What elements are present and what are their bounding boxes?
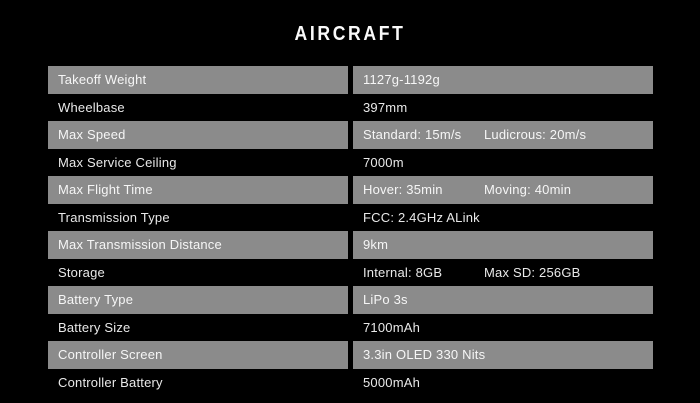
- spec-value-item: 397mm: [363, 99, 408, 115]
- spec-value-item: Internal: 8GB: [363, 264, 443, 280]
- spec-value: Hover: 35min Moving: 40min: [353, 176, 653, 204]
- spec-value: 5000mAh: [353, 369, 653, 397]
- table-row: Transmission Type FCC: 2.4GHz ALink: [48, 204, 653, 232]
- table-row: Max Speed Standard: 15m/s Ludicrous: 20m/s: [48, 121, 653, 149]
- spec-value-item: 7000m: [363, 154, 404, 170]
- table-row: Controller Screen 3.3in OLED 330 Nits: [48, 341, 653, 369]
- spec-label: Storage: [58, 264, 105, 280]
- spec-value: 9km: [353, 231, 653, 259]
- spec-value-item: 1127g-1192g: [363, 72, 440, 88]
- table-row: Max Service Ceiling 7000m: [48, 149, 653, 177]
- spec-label: Wheelbase: [58, 99, 125, 115]
- spec-value: 7100mAh: [353, 314, 653, 342]
- spec-value: 397mm: [353, 94, 653, 122]
- spec-value-item: 9km: [363, 237, 389, 253]
- spec-label: Controller Battery: [58, 374, 163, 390]
- spec-value-item: Standard: 15m/s: [363, 127, 462, 143]
- spec-value-item: LiPo 3s: [363, 292, 408, 308]
- spec-value-item: 5000mAh: [363, 374, 421, 390]
- table-row: Controller Battery 5000mAh: [48, 369, 653, 397]
- spec-value-item: Ludicrous: 20m/s: [484, 127, 587, 143]
- spec-label: Battery Size: [58, 319, 131, 335]
- spec-value: FCC: 2.4GHz ALink: [353, 204, 653, 232]
- spec-label: Transmission Type: [58, 209, 170, 225]
- spec-label: Max Speed: [48, 121, 348, 149]
- table-row: Max Transmission Distance 9km: [48, 231, 653, 259]
- table-row: Storage Internal: 8GB Max SD: 256GB: [48, 259, 653, 287]
- table-row: Wheelbase 397mm: [48, 94, 653, 122]
- spec-value-item: 3.3in OLED 330 Nits: [363, 347, 486, 363]
- table-row: Battery Size 7100mAh: [48, 314, 653, 342]
- spec-value: 3.3in OLED 330 Nits: [353, 341, 653, 369]
- spec-value-item: Moving: 40min: [484, 182, 572, 198]
- spec-label: Max Flight Time: [48, 176, 348, 204]
- table-row: Battery Type LiPo 3s: [48, 286, 653, 314]
- spec-label: Battery Type: [48, 286, 348, 314]
- spec-value: 7000m: [353, 149, 653, 177]
- spec-label: Max Transmission Distance: [48, 231, 348, 259]
- spec-value-item: Max SD: 256GB: [484, 264, 581, 280]
- spec-value-item: Hover: 35min: [363, 182, 443, 198]
- spec-value: 1127g-1192g: [353, 66, 653, 94]
- page-title: AIRCRAFT: [294, 23, 406, 45]
- table-row: Max Flight Time Hover: 35min Moving: 40min: [48, 176, 653, 204]
- spec-label: Takeoff Weight: [48, 66, 348, 94]
- spec-table: Takeoff Weight 1127g-1192g Wheelbase 397mm M…: [48, 66, 653, 396]
- spec-value: LiPo 3s: [353, 286, 653, 314]
- spec-value: Standard: 15m/s Ludicrous: 20m/s: [353, 121, 653, 149]
- spec-value-item: 7100mAh: [363, 319, 421, 335]
- table-row: Takeoff Weight 1127g-1192g: [48, 66, 653, 94]
- spec-label: Max Service Ceiling: [58, 154, 177, 170]
- spec-value-item: FCC: 2.4GHz ALink: [363, 209, 480, 225]
- spec-value: Internal: 8GB Max SD: 256GB: [353, 259, 653, 287]
- spec-label: Controller Screen: [48, 341, 348, 369]
